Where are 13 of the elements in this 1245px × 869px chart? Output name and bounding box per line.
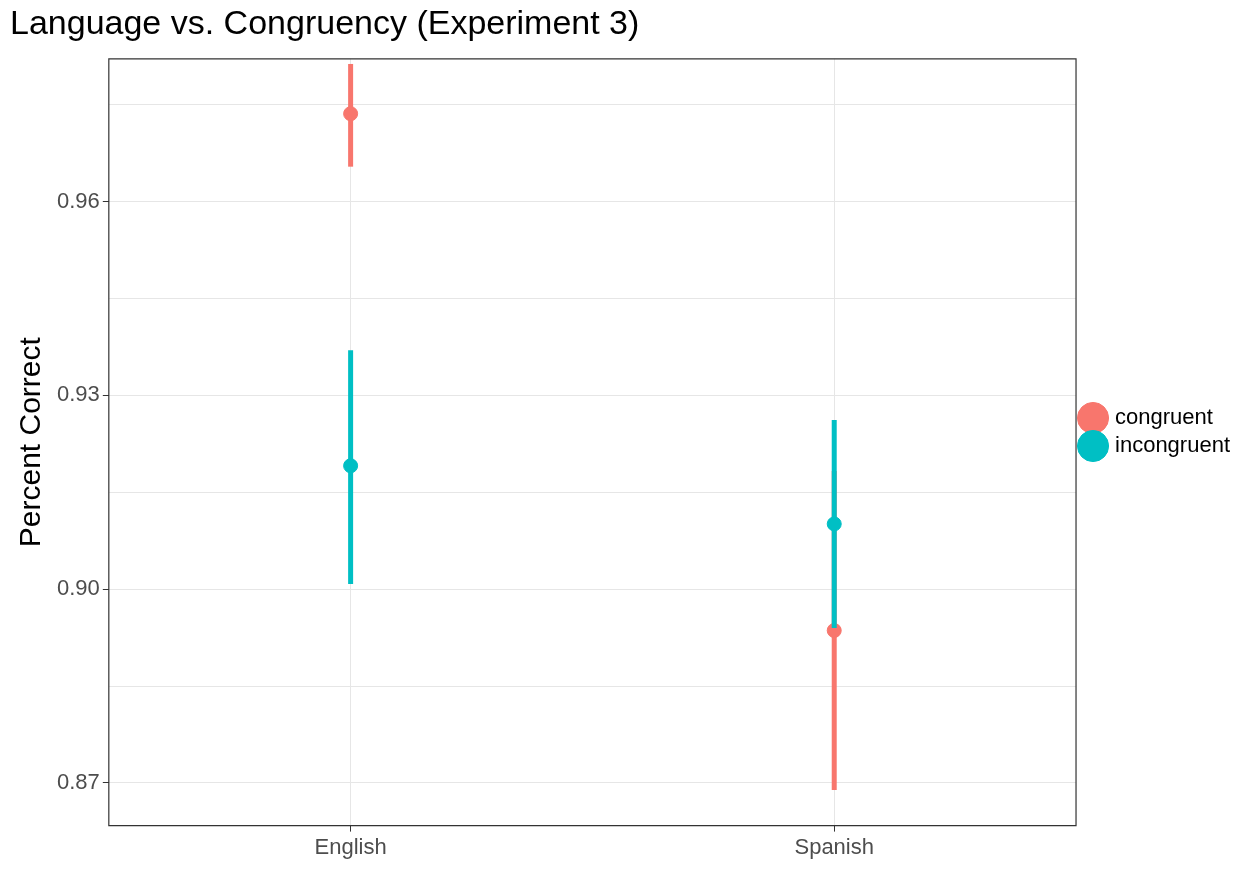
y-tick-label: 0.96 <box>56 187 100 213</box>
point <box>343 106 359 122</box>
y-axis-title: Percent Correct <box>13 336 47 548</box>
x-tick-label: English <box>314 833 387 859</box>
legend-label: incongruent <box>1115 432 1231 458</box>
point <box>826 516 842 532</box>
y-tick-label: 0.90 <box>56 575 100 601</box>
y-tick-label: 0.87 <box>56 769 100 795</box>
chart-title: Language vs. Congruency (Experiment 3) <box>10 2 640 41</box>
point <box>343 458 359 474</box>
x-tick-label: Spanish <box>794 833 874 859</box>
legend-label: congruent <box>1115 404 1213 430</box>
y-tick-label: 0.93 <box>56 381 100 407</box>
